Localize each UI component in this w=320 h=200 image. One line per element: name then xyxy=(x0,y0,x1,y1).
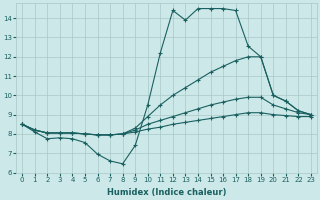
X-axis label: Humidex (Indice chaleur): Humidex (Indice chaleur) xyxy=(107,188,226,197)
